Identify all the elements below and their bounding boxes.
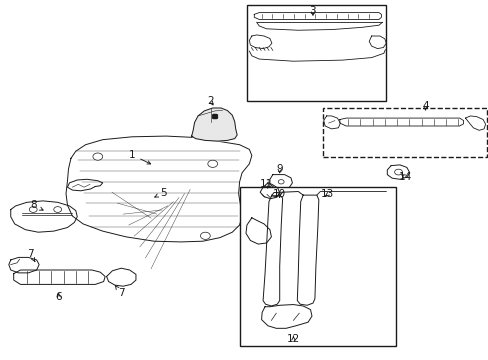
Circle shape [207, 160, 217, 167]
Bar [246, 5, 386, 101]
Text: 8: 8 [30, 200, 43, 210]
Circle shape [29, 207, 37, 212]
Text: 4: 4 [421, 101, 428, 111]
Circle shape [394, 169, 402, 175]
Text: 9: 9 [276, 164, 283, 174]
Circle shape [278, 180, 284, 184]
Circle shape [54, 207, 61, 212]
Text: 3: 3 [309, 6, 316, 16]
Circle shape [93, 153, 102, 160]
Text: 7: 7 [115, 285, 124, 298]
Bar [322, 108, 486, 157]
Circle shape [200, 232, 210, 239]
Text: 5: 5 [155, 188, 167, 198]
Bar [239, 187, 395, 346]
Text: 7: 7 [27, 249, 35, 262]
Text: 10: 10 [273, 189, 285, 199]
Text: 1: 1 [128, 150, 150, 164]
Text: 11: 11 [259, 179, 273, 189]
Text: 14: 14 [398, 172, 412, 182]
Text: 12: 12 [286, 334, 300, 344]
Text: 6: 6 [55, 292, 62, 302]
Text: 2: 2 [206, 96, 213, 106]
Text: 13: 13 [320, 189, 334, 199]
Polygon shape [191, 108, 237, 141]
